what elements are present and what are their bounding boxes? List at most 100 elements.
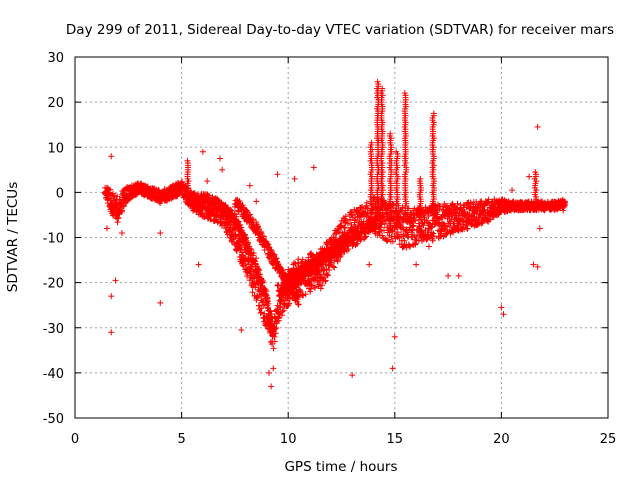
y-tick-label: -30 <box>43 322 64 337</box>
x-tick-label: 10 <box>280 432 297 447</box>
data-point <box>341 224 348 231</box>
data-point <box>157 299 164 306</box>
data-point <box>509 187 516 194</box>
data-point <box>246 182 253 189</box>
data-point <box>337 222 344 229</box>
data-point <box>274 171 281 178</box>
y-tick-label: 0 <box>56 186 64 201</box>
y-tick-label: -20 <box>43 277 64 292</box>
y-axis-label: SDTVAR / TECUs <box>5 182 21 292</box>
y-tick-label: 30 <box>47 51 64 66</box>
data-point <box>277 304 284 311</box>
data-point <box>239 252 246 259</box>
x-tick-label: 25 <box>600 432 617 447</box>
data-point <box>253 198 260 205</box>
data-point <box>371 194 378 201</box>
data-point <box>455 272 462 279</box>
y-tick-label: 20 <box>47 96 64 111</box>
y-tick-label: -40 <box>43 367 64 382</box>
data-point <box>536 225 543 232</box>
data-point <box>108 329 115 336</box>
data-point <box>331 264 338 271</box>
data-point <box>396 235 403 242</box>
y-tick-label: -10 <box>43 232 64 247</box>
data-point <box>252 284 259 291</box>
data-point <box>236 241 243 248</box>
data-point <box>320 267 327 274</box>
data-point <box>394 229 401 236</box>
data-point <box>204 178 211 185</box>
data-point <box>330 263 337 270</box>
data-point <box>216 155 223 162</box>
data-point <box>410 222 417 229</box>
data-point <box>238 327 245 334</box>
data-point <box>412 217 419 224</box>
data-point <box>112 277 119 284</box>
data-point <box>268 383 275 390</box>
data-point <box>357 236 364 243</box>
data-point <box>115 215 122 222</box>
data-point <box>302 291 309 298</box>
x-tick-label: 5 <box>177 432 185 447</box>
data-point <box>406 242 413 249</box>
data-point <box>118 229 125 236</box>
x-axis-label: GPS time / hours <box>284 459 397 475</box>
data-point <box>425 243 432 250</box>
data-point <box>242 255 249 262</box>
data-point <box>271 338 278 345</box>
data-point <box>108 293 115 300</box>
data-point <box>279 308 286 315</box>
data-point <box>338 223 345 230</box>
data-point <box>308 282 315 289</box>
data-point <box>249 289 256 296</box>
data-point <box>534 123 541 130</box>
data-point <box>157 229 164 236</box>
data-point <box>247 269 254 276</box>
data-point <box>413 233 420 240</box>
data-point <box>336 229 343 236</box>
data-point <box>366 261 373 268</box>
data-point <box>335 228 342 235</box>
data-point <box>323 266 330 273</box>
data-point <box>325 266 332 273</box>
data-point <box>114 219 121 226</box>
data-point <box>413 261 420 268</box>
data-point <box>174 193 181 200</box>
data-point <box>195 261 202 268</box>
data-point <box>275 315 282 322</box>
data-point <box>417 235 424 242</box>
data-point <box>398 208 405 215</box>
data-point <box>199 148 206 155</box>
data-point <box>107 186 114 193</box>
data-point <box>291 175 298 182</box>
data-point <box>389 365 396 372</box>
data-point <box>120 203 127 210</box>
data-point <box>411 231 418 238</box>
data-point <box>219 166 226 173</box>
data-point <box>526 173 533 180</box>
data-point <box>248 264 255 271</box>
data-point <box>300 292 307 299</box>
data-point <box>276 303 283 310</box>
data-point <box>342 213 349 220</box>
data-point <box>114 193 121 200</box>
data-point <box>390 201 397 208</box>
data-point <box>108 153 115 160</box>
data-point <box>310 164 317 171</box>
data-point <box>278 312 285 319</box>
data-point <box>295 301 302 308</box>
data-point <box>344 220 351 227</box>
data-point <box>322 277 329 284</box>
data-point <box>399 204 406 211</box>
data-point <box>363 199 370 206</box>
y-tick-label: 10 <box>47 141 64 156</box>
data-point <box>266 369 273 376</box>
data-point <box>384 237 391 244</box>
y-tick-label: -50 <box>43 412 64 427</box>
data-point <box>269 341 276 348</box>
data-point <box>324 271 331 278</box>
data-point <box>401 237 408 244</box>
data-point <box>106 189 113 196</box>
data-point <box>445 272 452 279</box>
